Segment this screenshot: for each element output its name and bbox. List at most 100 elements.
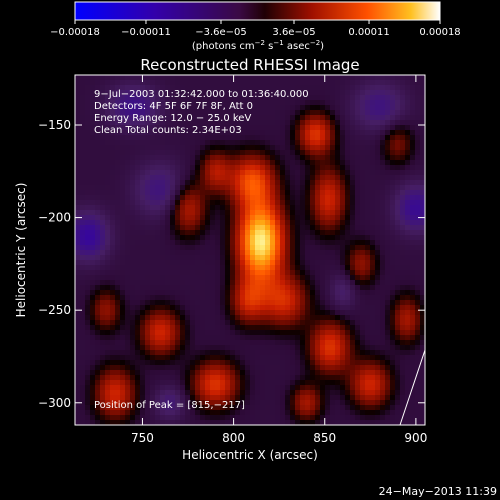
- heatmap-cell: [270, 310, 276, 316]
- heatmap-cell: [410, 365, 416, 371]
- heatmap-cell: [280, 175, 286, 181]
- heatmap-cell: [260, 335, 266, 341]
- heatmap-cell: [265, 420, 271, 425]
- heatmap-cell: [405, 270, 411, 276]
- heatmap-cell: [360, 365, 366, 371]
- heatmap-cell: [255, 220, 261, 226]
- heatmap-cell: [75, 255, 81, 261]
- heatmap-cell: [380, 265, 386, 271]
- heatmap-cell: [245, 245, 251, 251]
- heatmap-cell: [275, 355, 281, 361]
- heatmap-cell: [420, 315, 425, 321]
- heatmap-cell: [285, 255, 291, 261]
- heatmap-cell: [320, 250, 326, 256]
- heatmap-cell: [210, 90, 216, 96]
- heatmap-cell: [340, 295, 346, 301]
- heatmap-cell: [85, 350, 91, 356]
- heatmap-cell: [240, 420, 246, 425]
- heatmap-cell: [150, 220, 156, 226]
- heatmap-cell: [300, 395, 306, 401]
- heatmap-cell: [355, 130, 361, 136]
- heatmap-cell: [210, 400, 216, 406]
- heatmap-cell: [120, 410, 126, 416]
- heatmap-cell: [230, 260, 236, 266]
- heatmap-cell: [245, 285, 251, 291]
- heatmap-cell: [265, 260, 271, 266]
- heatmap-cell: [420, 150, 425, 156]
- heatmap-cell: [400, 410, 406, 416]
- heatmap-cell: [305, 345, 311, 351]
- heatmap-cell: [370, 90, 376, 96]
- heatmap-cell: [175, 255, 181, 261]
- heatmap-cell: [140, 315, 146, 321]
- heatmap-cell: [165, 310, 171, 316]
- heatmap-cell: [175, 130, 181, 136]
- heatmap-cell: [75, 410, 81, 416]
- heatmap-cell: [360, 215, 366, 221]
- heatmap-cell: [145, 85, 151, 91]
- heatmap-cell: [315, 210, 321, 216]
- heatmap-cell: [365, 395, 371, 401]
- heatmap-cell: [295, 140, 301, 146]
- heatmap-cell: [155, 230, 161, 236]
- heatmap-cell: [330, 95, 336, 101]
- heatmap-cell: [100, 100, 106, 106]
- heatmap-cell: [270, 245, 276, 251]
- heatmap-cell: [140, 310, 146, 316]
- heatmap-cell: [95, 255, 101, 261]
- heatmap-cell: [200, 185, 206, 191]
- heatmap-cell: [240, 230, 246, 236]
- heatmap-cell: [225, 140, 231, 146]
- heatmap-cell: [265, 350, 271, 356]
- heatmap-cell: [155, 330, 161, 336]
- heatmap-cell: [345, 290, 351, 296]
- heatmap-cell: [245, 300, 251, 306]
- heatmap-cell: [385, 125, 391, 131]
- heatmap-cell: [225, 250, 231, 256]
- heatmap-cell: [270, 240, 276, 246]
- heatmap-cell: [140, 270, 146, 276]
- heatmap-cell: [130, 405, 136, 411]
- heatmap-cell: [90, 230, 96, 236]
- heatmap-cell: [90, 145, 96, 151]
- heatmap-cell: [350, 315, 356, 321]
- heatmap-cell: [405, 180, 411, 186]
- heatmap-cell: [90, 215, 96, 221]
- heatmap-cell: [115, 75, 121, 81]
- heatmap-cell: [260, 100, 266, 106]
- heatmap-cell: [100, 345, 106, 351]
- heatmap-cell: [305, 335, 311, 341]
- heatmap-cell: [95, 125, 101, 131]
- heatmap-cell: [310, 315, 316, 321]
- heatmap-cell: [290, 230, 296, 236]
- heatmap-cell: [345, 175, 351, 181]
- heatmap-cell: [115, 150, 121, 156]
- heatmap-cell: [240, 210, 246, 216]
- heatmap-cell: [400, 310, 406, 316]
- heatmap-cell: [420, 365, 425, 371]
- heatmap-cell: [85, 385, 91, 391]
- heatmap-cell: [75, 230, 81, 236]
- heatmap-cell: [80, 330, 86, 336]
- heatmap-cell: [295, 325, 301, 331]
- heatmap-cell: [335, 410, 341, 416]
- heatmap-cell: [170, 160, 176, 166]
- heatmap-cell: [305, 155, 311, 161]
- heatmap-cell: [80, 270, 86, 276]
- heatmap-cell: [375, 300, 381, 306]
- heatmap-cell: [95, 245, 101, 251]
- heatmap-cell: [410, 355, 416, 361]
- heatmap-cell: [155, 180, 161, 186]
- heatmap-cell: [315, 335, 321, 341]
- heatmap-cell: [120, 300, 126, 306]
- heatmap-cell: [215, 405, 221, 411]
- heatmap-cell: [365, 85, 371, 91]
- heatmap-cell: [170, 380, 176, 386]
- heatmap-cell: [335, 395, 341, 401]
- heatmap-cell: [195, 195, 201, 201]
- heatmap-cell: [155, 290, 161, 296]
- heatmap-cell: [85, 205, 91, 211]
- heatmap-cell: [240, 170, 246, 176]
- heatmap-cell: [270, 155, 276, 161]
